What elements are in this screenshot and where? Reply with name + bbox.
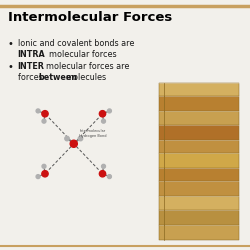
- Text: between: between: [38, 73, 77, 82]
- FancyBboxPatch shape: [159, 83, 239, 96]
- Text: INTER: INTER: [18, 62, 44, 71]
- Text: molecular forces: molecular forces: [49, 50, 116, 59]
- FancyBboxPatch shape: [159, 181, 239, 196]
- Text: INTRA: INTRA: [18, 50, 45, 59]
- FancyBboxPatch shape: [159, 196, 239, 210]
- Circle shape: [102, 119, 105, 123]
- Circle shape: [42, 164, 46, 168]
- Circle shape: [99, 170, 106, 177]
- Text: •: •: [8, 39, 14, 49]
- Circle shape: [78, 136, 83, 141]
- FancyBboxPatch shape: [159, 111, 239, 125]
- Circle shape: [42, 119, 46, 123]
- Circle shape: [102, 164, 105, 168]
- Text: Intermolecular Forces: Intermolecular Forces: [8, 11, 172, 24]
- Circle shape: [108, 109, 112, 113]
- Text: Ionic and covalent bonds are: Ionic and covalent bonds are: [18, 39, 134, 48]
- Circle shape: [36, 109, 40, 113]
- Circle shape: [36, 175, 40, 178]
- Text: molecular forces are: molecular forces are: [46, 62, 130, 71]
- Circle shape: [65, 136, 69, 141]
- FancyBboxPatch shape: [159, 140, 239, 152]
- FancyBboxPatch shape: [159, 168, 239, 181]
- FancyBboxPatch shape: [159, 210, 239, 224]
- Circle shape: [42, 170, 48, 177]
- Circle shape: [70, 140, 77, 147]
- FancyBboxPatch shape: [159, 152, 239, 168]
- FancyBboxPatch shape: [159, 96, 239, 111]
- Circle shape: [108, 175, 112, 178]
- FancyBboxPatch shape: [159, 224, 239, 240]
- FancyBboxPatch shape: [159, 125, 239, 140]
- Circle shape: [99, 110, 106, 117]
- Text: Intermolecular
Hydrogen Bond: Intermolecular Hydrogen Bond: [79, 129, 107, 138]
- Text: molecules: molecules: [66, 73, 106, 82]
- Circle shape: [42, 110, 48, 117]
- Text: •: •: [8, 62, 14, 72]
- Text: forces: forces: [18, 73, 45, 82]
